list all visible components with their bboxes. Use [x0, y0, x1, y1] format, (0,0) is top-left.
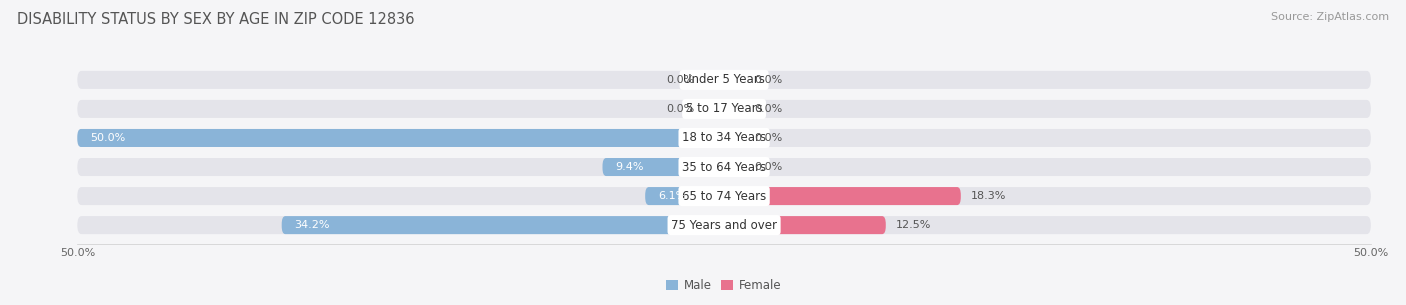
Text: 0.0%: 0.0% [754, 75, 782, 85]
Text: 5 to 17 Years: 5 to 17 Years [686, 102, 762, 115]
FancyBboxPatch shape [603, 158, 724, 176]
Text: 34.2%: 34.2% [295, 220, 330, 230]
Text: Under 5 Years: Under 5 Years [683, 74, 765, 86]
Text: 50.0%: 50.0% [90, 133, 125, 143]
FancyBboxPatch shape [724, 100, 744, 118]
Text: 65 to 74 Years: 65 to 74 Years [682, 190, 766, 203]
Text: 6.1%: 6.1% [658, 191, 686, 201]
FancyBboxPatch shape [77, 100, 1371, 118]
FancyBboxPatch shape [724, 129, 744, 147]
Text: 75 Years and over: 75 Years and over [671, 219, 778, 231]
Text: 18.3%: 18.3% [972, 191, 1007, 201]
Text: 0.0%: 0.0% [666, 104, 695, 114]
FancyBboxPatch shape [724, 187, 960, 205]
FancyBboxPatch shape [704, 71, 724, 89]
Legend: Male, Female: Male, Female [662, 274, 786, 297]
Text: 0.0%: 0.0% [666, 75, 695, 85]
Text: 18 to 34 Years: 18 to 34 Years [682, 131, 766, 145]
Text: Source: ZipAtlas.com: Source: ZipAtlas.com [1271, 12, 1389, 22]
FancyBboxPatch shape [724, 71, 744, 89]
FancyBboxPatch shape [724, 158, 744, 176]
FancyBboxPatch shape [77, 129, 724, 147]
FancyBboxPatch shape [77, 187, 1371, 205]
FancyBboxPatch shape [77, 216, 1371, 234]
Text: 0.0%: 0.0% [754, 162, 782, 172]
FancyBboxPatch shape [645, 187, 724, 205]
Text: 35 to 64 Years: 35 to 64 Years [682, 160, 766, 174]
FancyBboxPatch shape [77, 158, 1371, 176]
FancyBboxPatch shape [724, 216, 886, 234]
Text: 12.5%: 12.5% [896, 220, 932, 230]
FancyBboxPatch shape [281, 216, 724, 234]
FancyBboxPatch shape [77, 71, 1371, 89]
Text: 9.4%: 9.4% [616, 162, 644, 172]
FancyBboxPatch shape [704, 100, 724, 118]
Text: DISABILITY STATUS BY SEX BY AGE IN ZIP CODE 12836: DISABILITY STATUS BY SEX BY AGE IN ZIP C… [17, 12, 415, 27]
FancyBboxPatch shape [77, 129, 1371, 147]
Text: 0.0%: 0.0% [754, 104, 782, 114]
Text: 0.0%: 0.0% [754, 133, 782, 143]
